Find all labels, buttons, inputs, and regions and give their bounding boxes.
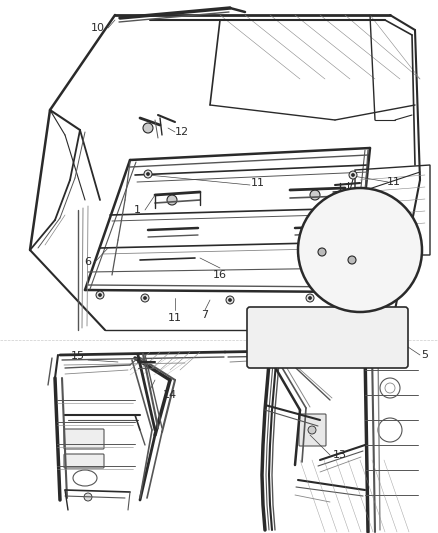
Text: 7: 7 xyxy=(201,310,208,320)
Circle shape xyxy=(348,256,356,264)
Text: 11: 11 xyxy=(251,178,265,188)
Text: 15: 15 xyxy=(71,351,85,361)
FancyBboxPatch shape xyxy=(64,454,104,468)
Circle shape xyxy=(351,266,359,274)
Circle shape xyxy=(308,296,311,300)
Circle shape xyxy=(84,493,92,501)
Circle shape xyxy=(310,190,320,200)
Text: 4: 4 xyxy=(367,220,374,230)
Text: 12: 12 xyxy=(175,127,189,137)
Circle shape xyxy=(141,294,149,302)
Circle shape xyxy=(308,426,316,434)
FancyBboxPatch shape xyxy=(247,307,408,368)
Circle shape xyxy=(143,123,153,133)
Circle shape xyxy=(96,291,104,299)
Circle shape xyxy=(229,298,232,302)
Text: 10: 10 xyxy=(91,23,105,33)
Circle shape xyxy=(352,174,354,176)
Circle shape xyxy=(144,296,146,300)
Circle shape xyxy=(146,173,149,175)
FancyBboxPatch shape xyxy=(299,414,326,446)
Circle shape xyxy=(226,296,234,304)
Circle shape xyxy=(349,171,357,179)
Circle shape xyxy=(99,294,102,296)
Circle shape xyxy=(353,269,357,271)
FancyBboxPatch shape xyxy=(64,429,104,449)
Text: 3: 3 xyxy=(318,220,325,230)
Text: 16: 16 xyxy=(213,270,227,280)
Circle shape xyxy=(298,188,422,312)
Text: 14: 14 xyxy=(163,390,177,400)
Circle shape xyxy=(306,294,314,302)
Circle shape xyxy=(167,195,177,205)
Text: 5: 5 xyxy=(421,350,428,360)
Circle shape xyxy=(318,248,326,256)
Text: 6: 6 xyxy=(85,257,92,267)
Text: 11: 11 xyxy=(168,313,182,323)
Text: 11: 11 xyxy=(387,177,401,187)
Circle shape xyxy=(144,170,152,178)
Text: 1: 1 xyxy=(134,205,141,215)
Text: 11: 11 xyxy=(398,257,412,267)
Text: 13: 13 xyxy=(333,450,347,460)
